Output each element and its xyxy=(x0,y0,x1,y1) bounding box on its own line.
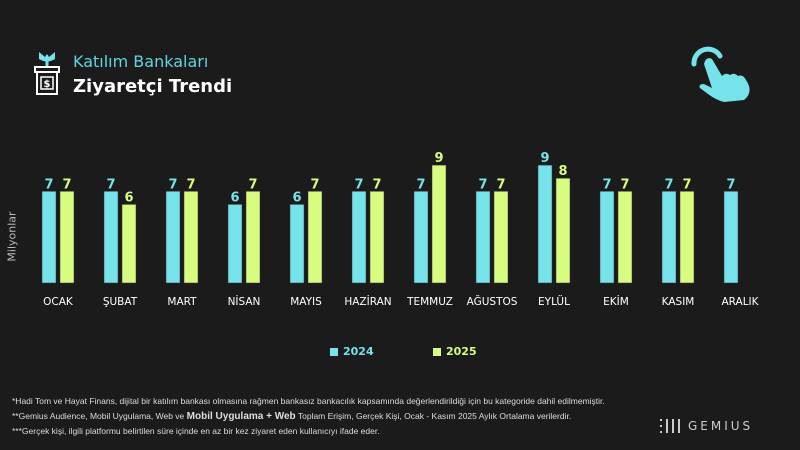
footnotes: *Hadi Tom ve Hayat Finans, dijital bir k… xyxy=(12,394,605,439)
x-tick-label: OCAK xyxy=(43,296,74,308)
footnote-2: **Gemius Audience, Mobil Uygulama, Web v… xyxy=(12,409,605,425)
x-tick-label: HAZİRAN xyxy=(344,295,391,308)
data-label-2025-MAYIS: 7 xyxy=(310,177,319,192)
data-label-2024-EKİM: 7 xyxy=(602,177,611,192)
bar-2024-ŞUBAT xyxy=(103,191,119,284)
bar-2024-EKİM xyxy=(599,191,615,284)
bar-2024-MART xyxy=(165,191,181,284)
data-label-2024-NİSAN: 6 xyxy=(230,190,239,205)
legend-label-2025: 2025 xyxy=(446,345,477,358)
x-tick-label: AĞUSTOS xyxy=(467,295,518,308)
chart-title: Katılım Bankaları xyxy=(73,52,209,71)
data-label-2024-ŞUBAT: 7 xyxy=(106,177,115,192)
bar-2024-MAYIS xyxy=(289,204,305,284)
data-label-2025-TEMMUZ: 9 xyxy=(434,151,443,166)
footnote-3: ***Gerçek kişi, ilgili platformu belirti… xyxy=(12,426,380,436)
data-label-2024-ARALIK: 7 xyxy=(726,177,735,192)
x-tick-label: MAYIS xyxy=(290,296,322,308)
tap-hand-icon xyxy=(691,46,750,102)
footnote-1: *Hadi Tom ve Hayat Finans, dijital bir k… xyxy=(12,396,605,406)
bar-2025-OCAK xyxy=(59,191,75,284)
bar-2025-MAYIS xyxy=(307,191,323,284)
bar-2024-ARALIK xyxy=(723,191,739,284)
data-label-2025-EYLÜL: 8 xyxy=(558,164,567,179)
bar-2025-HAZİRAN xyxy=(369,191,385,284)
data-label-2025-MART: 7 xyxy=(186,177,195,192)
x-tick-label: MART xyxy=(167,296,197,308)
data-label-2024-AĞUSTOS: 7 xyxy=(478,177,487,192)
data-label-2024-EYLÜL: 9 xyxy=(540,151,549,166)
bar-2025-EKİM xyxy=(617,191,633,284)
data-label-2024-MAYIS: 6 xyxy=(292,190,301,205)
bar-2025-TEMMUZ xyxy=(431,164,447,284)
x-tick-label: EKİM xyxy=(603,295,629,308)
data-label-2024-TEMMUZ: 7 xyxy=(416,177,425,192)
data-label-2025-OCAK: 7 xyxy=(62,177,71,192)
footnote-2-bold: Mobil Uygulama + Web xyxy=(186,410,296,422)
bar-2024-TEMMUZ xyxy=(413,191,429,284)
gemius-dots-icon xyxy=(660,419,680,433)
footnote-2-part-a: **Gemius Audience, Mobil Uygulama, Web v… xyxy=(12,410,187,421)
bar-2024-OCAK xyxy=(41,191,57,284)
data-label-2024-HAZİRAN: 7 xyxy=(354,177,363,192)
footnote-2-part-c: Toplam Erişim, Gerçek Kişi, Ocak - Kasım… xyxy=(295,410,572,421)
bar-2024-NİSAN xyxy=(227,204,243,284)
legend-label-2024: 2024 xyxy=(343,345,374,358)
bar-2025-EYLÜL xyxy=(555,177,571,284)
bar-2025-KASIM xyxy=(679,191,695,284)
legend-swatch-2025 xyxy=(433,347,441,356)
data-label-2025-NİSAN: 7 xyxy=(248,177,257,192)
svg-text:$: $ xyxy=(44,79,51,90)
data-label-2025-EKİM: 7 xyxy=(620,177,629,192)
bar-2025-MART xyxy=(183,191,199,284)
x-tick-label: KASIM xyxy=(662,296,695,308)
data-label-2024-OCAK: 7 xyxy=(44,177,53,192)
x-tick-label: TEMMUZ xyxy=(406,296,453,308)
data-label-2025-AĞUSTOS: 7 xyxy=(496,177,505,192)
bar-2024-HAZİRAN xyxy=(351,191,367,284)
data-label-2025-KASIM: 7 xyxy=(682,177,691,192)
plant-money-box-icon: $ xyxy=(34,52,60,95)
data-label-2025-HAZİRAN: 7 xyxy=(372,177,381,192)
data-label-2024-MART: 7 xyxy=(168,177,177,192)
data-label-2024-KASIM: 7 xyxy=(664,177,673,192)
bar-2025-NİSAN xyxy=(245,191,261,284)
gemius-brand-name: GEMIUS xyxy=(688,419,754,433)
data-label-2025-ŞUBAT: 6 xyxy=(124,190,133,205)
legend-swatch-2024 xyxy=(330,347,338,356)
gemius-logo: GEMIUS xyxy=(660,419,753,433)
bar-2024-EYLÜL xyxy=(537,164,553,284)
x-tick-label: NİSAN xyxy=(228,295,261,308)
x-tick-label: ARALIK xyxy=(721,296,759,308)
legend-item-2024: 2024 xyxy=(330,345,374,358)
bar-2025-ŞUBAT xyxy=(121,204,137,284)
chart-subtitle: Ziyaretçi Trendi xyxy=(73,76,233,97)
bar-2025-AĞUSTOS xyxy=(493,191,509,284)
x-tick-label: EYLÜL xyxy=(538,295,570,308)
bar-2024-AĞUSTOS xyxy=(475,191,491,284)
legend-item-2025: 2025 xyxy=(433,345,477,358)
bar-2024-KASIM xyxy=(661,191,677,284)
x-tick-label: ŞUBAT xyxy=(103,296,138,308)
